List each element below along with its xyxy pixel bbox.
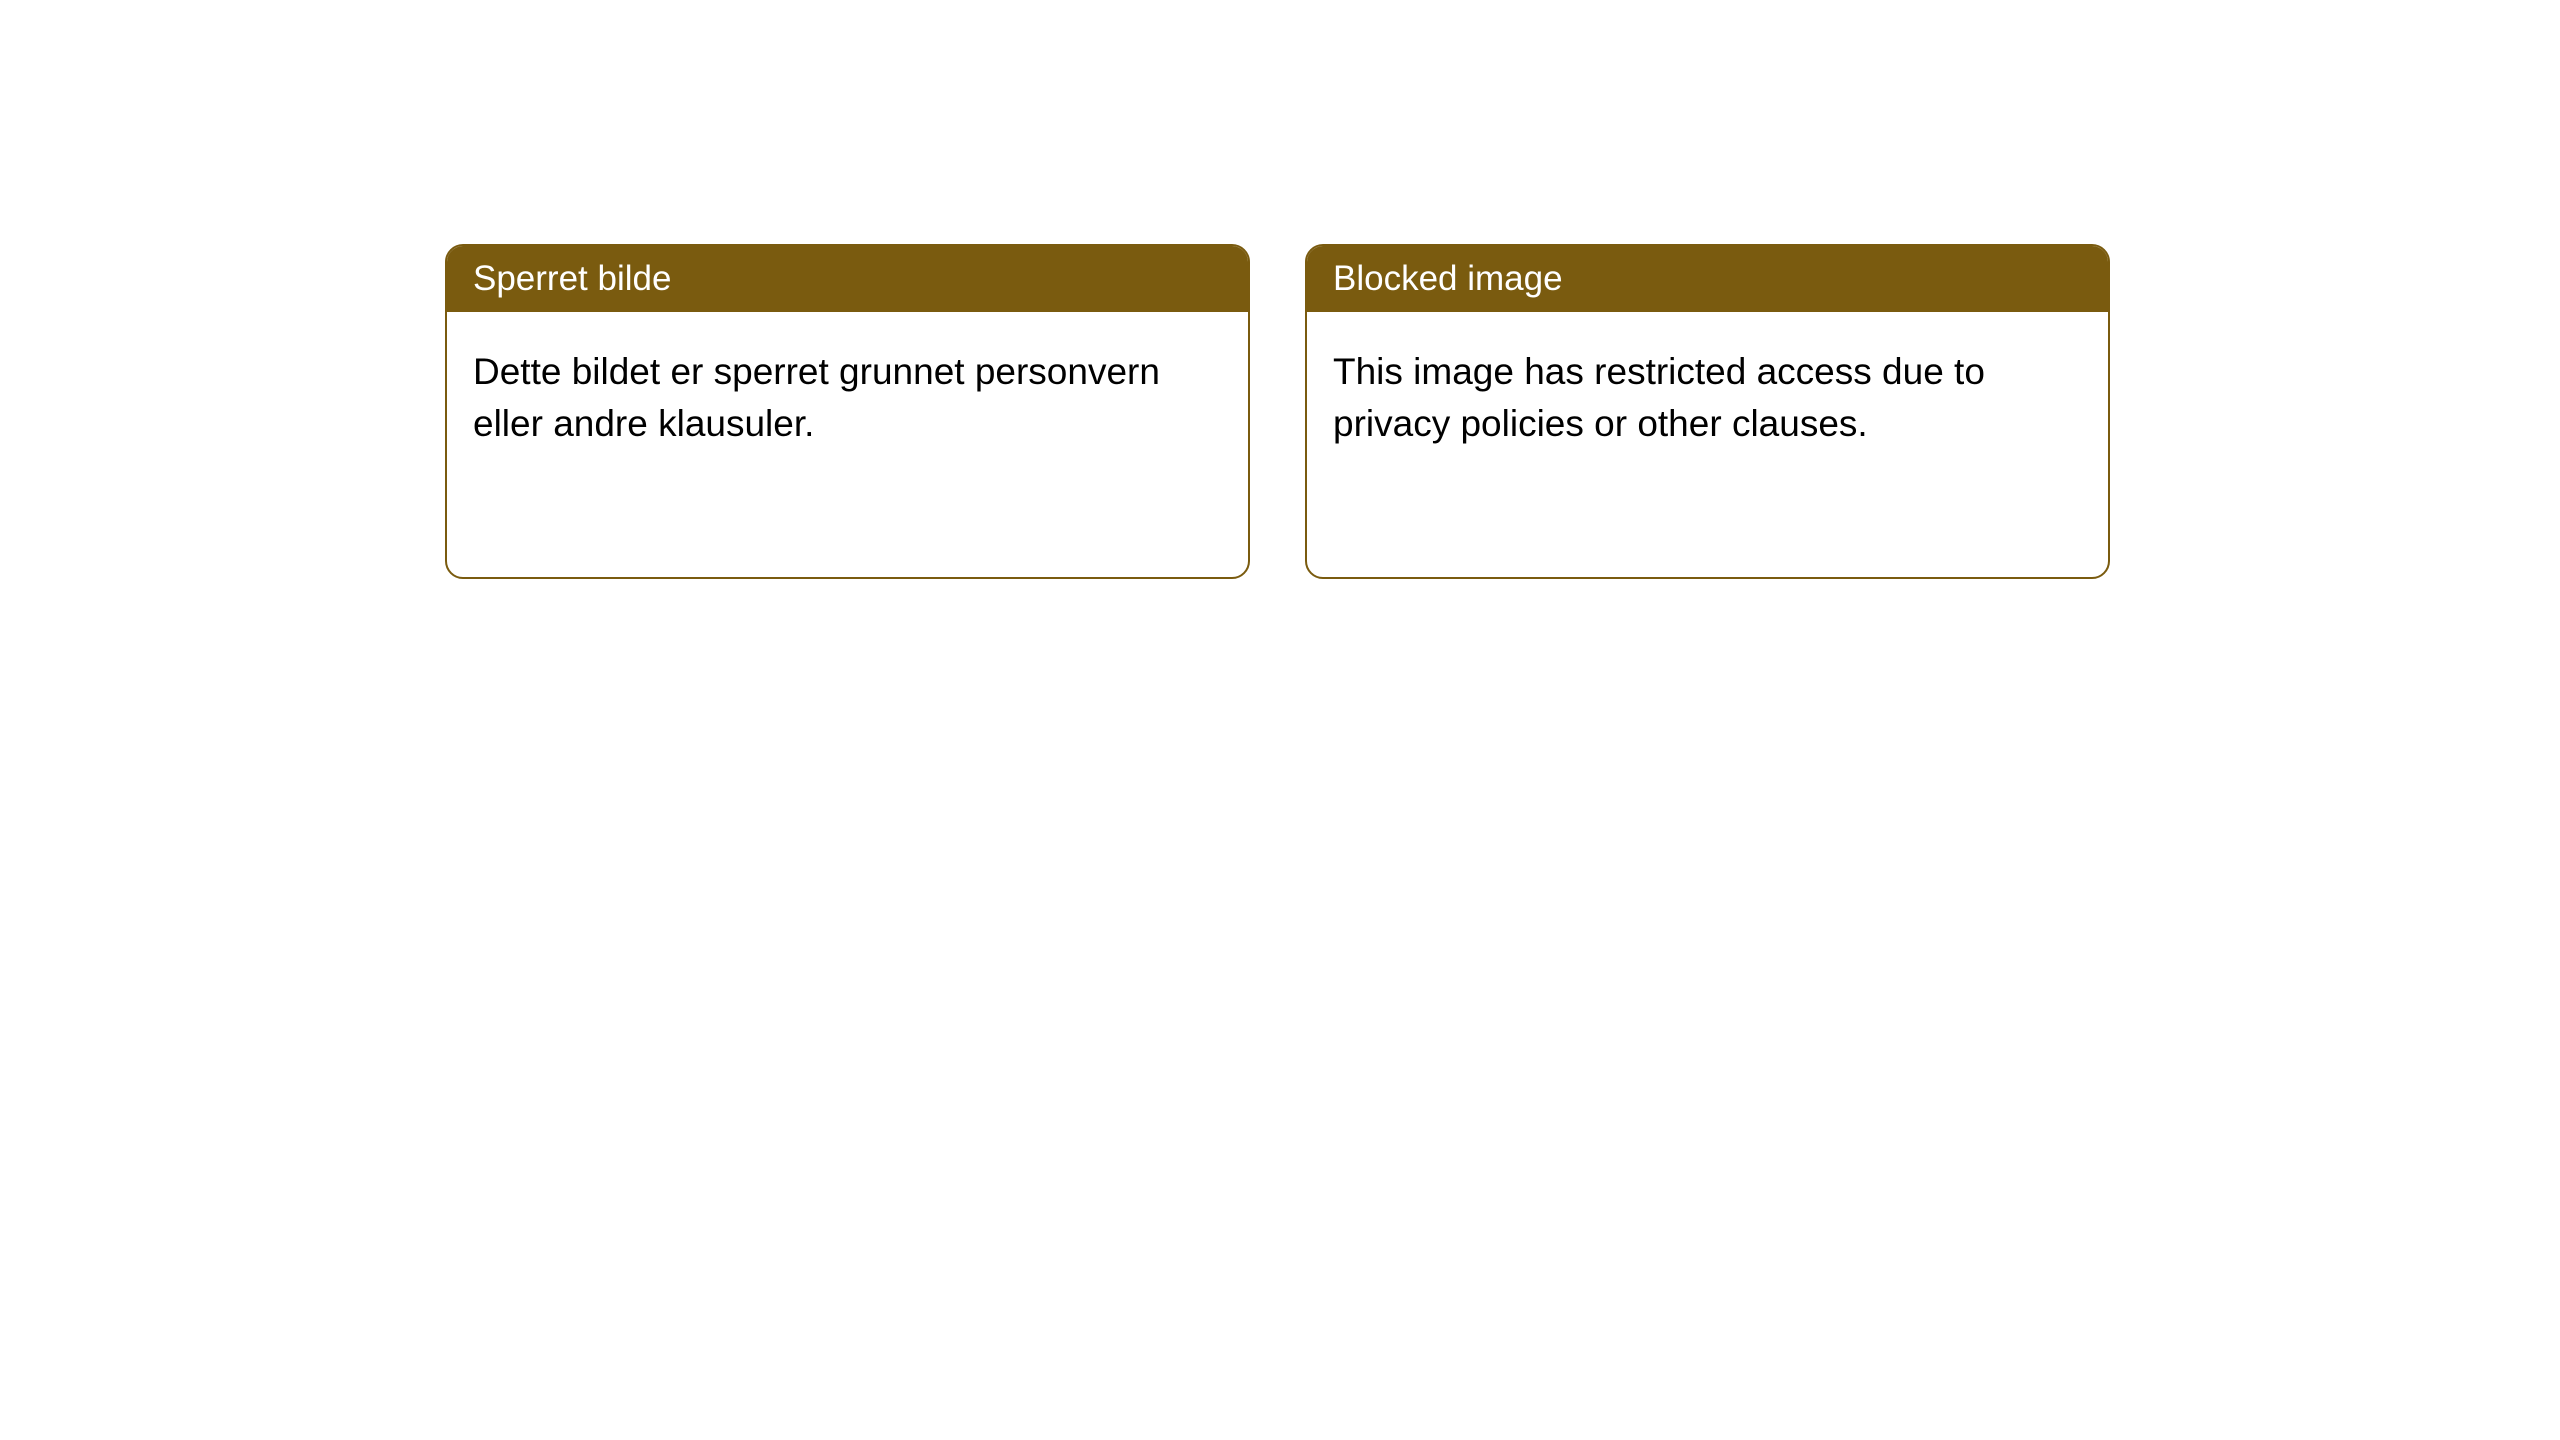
notice-card-norwegian: Sperret bilde Dette bildet er sperret gr… [445,244,1250,579]
card-body-text: This image has restricted access due to … [1333,351,1985,444]
card-title: Blocked image [1333,259,1563,298]
notice-cards-container: Sperret bilde Dette bildet er sperret gr… [445,244,2110,579]
card-body-text: Dette bildet er sperret grunnet personve… [473,351,1160,444]
card-body: This image has restricted access due to … [1307,312,2108,484]
card-header: Blocked image [1307,246,2108,312]
notice-card-english: Blocked image This image has restricted … [1305,244,2110,579]
card-body: Dette bildet er sperret grunnet personve… [447,312,1248,484]
card-header: Sperret bilde [447,246,1248,312]
card-title: Sperret bilde [473,259,671,298]
